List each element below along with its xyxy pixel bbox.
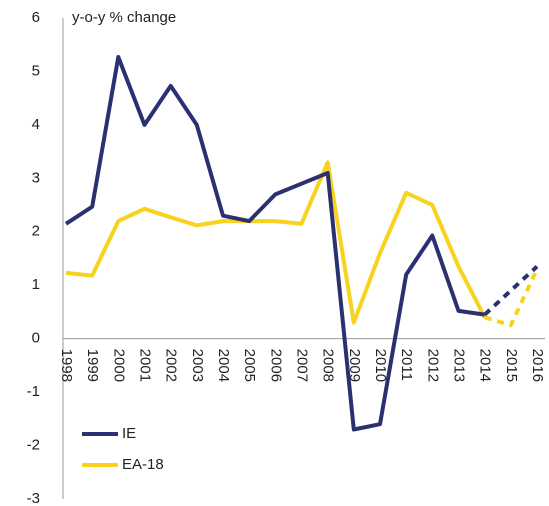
series-line: [64, 55, 485, 432]
x-tick-label: 2011: [398, 349, 415, 381]
x-tick-label: 2008: [320, 349, 337, 382]
x-tick-label: 2016: [529, 349, 546, 382]
y-tick-label: 3: [32, 169, 40, 186]
series-line: [65, 160, 487, 325]
y-tick-label: 5: [32, 62, 40, 79]
y-tick-label: 2: [32, 223, 40, 240]
y-tick-label: -1: [27, 383, 40, 400]
x-tick-label: 2015: [503, 349, 520, 382]
series-line: [484, 268, 539, 328]
legend-label: EA-18: [122, 456, 164, 473]
y-tick-label: 0: [32, 330, 40, 347]
x-tick-label: 2014: [477, 349, 494, 382]
x-tick-label: 2004: [215, 349, 232, 382]
y-tick-label: 4: [32, 116, 40, 133]
x-tick-label: 1998: [58, 349, 75, 382]
x-tick-label: 1999: [84, 349, 101, 382]
y-tick-label: -3: [27, 490, 40, 506]
y-tick-label: -2: [27, 437, 40, 454]
legend-label: IE: [122, 425, 136, 442]
x-tick-label: 2003: [189, 349, 206, 382]
y-tick-label: 1: [32, 276, 40, 293]
x-tick-label: 2010: [372, 349, 389, 382]
x-tick-label: 2001: [137, 349, 154, 382]
x-tick-label: 2002: [163, 349, 180, 382]
x-tick-label: 2005: [241, 349, 258, 382]
x-tick-label: 2007: [294, 349, 311, 382]
x-tick-label: 2006: [267, 349, 284, 382]
x-tick-label: 2012: [424, 349, 441, 382]
y-tick-label: 6: [32, 9, 40, 26]
x-tick-label: 2000: [110, 349, 127, 382]
axis-label: y-o-y % change: [72, 9, 176, 26]
x-tick-label: 2013: [451, 349, 468, 382]
